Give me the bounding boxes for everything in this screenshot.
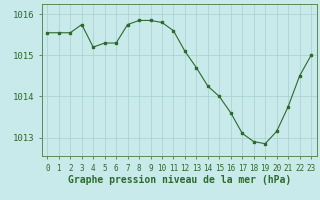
X-axis label: Graphe pression niveau de la mer (hPa): Graphe pression niveau de la mer (hPa) [68, 175, 291, 185]
